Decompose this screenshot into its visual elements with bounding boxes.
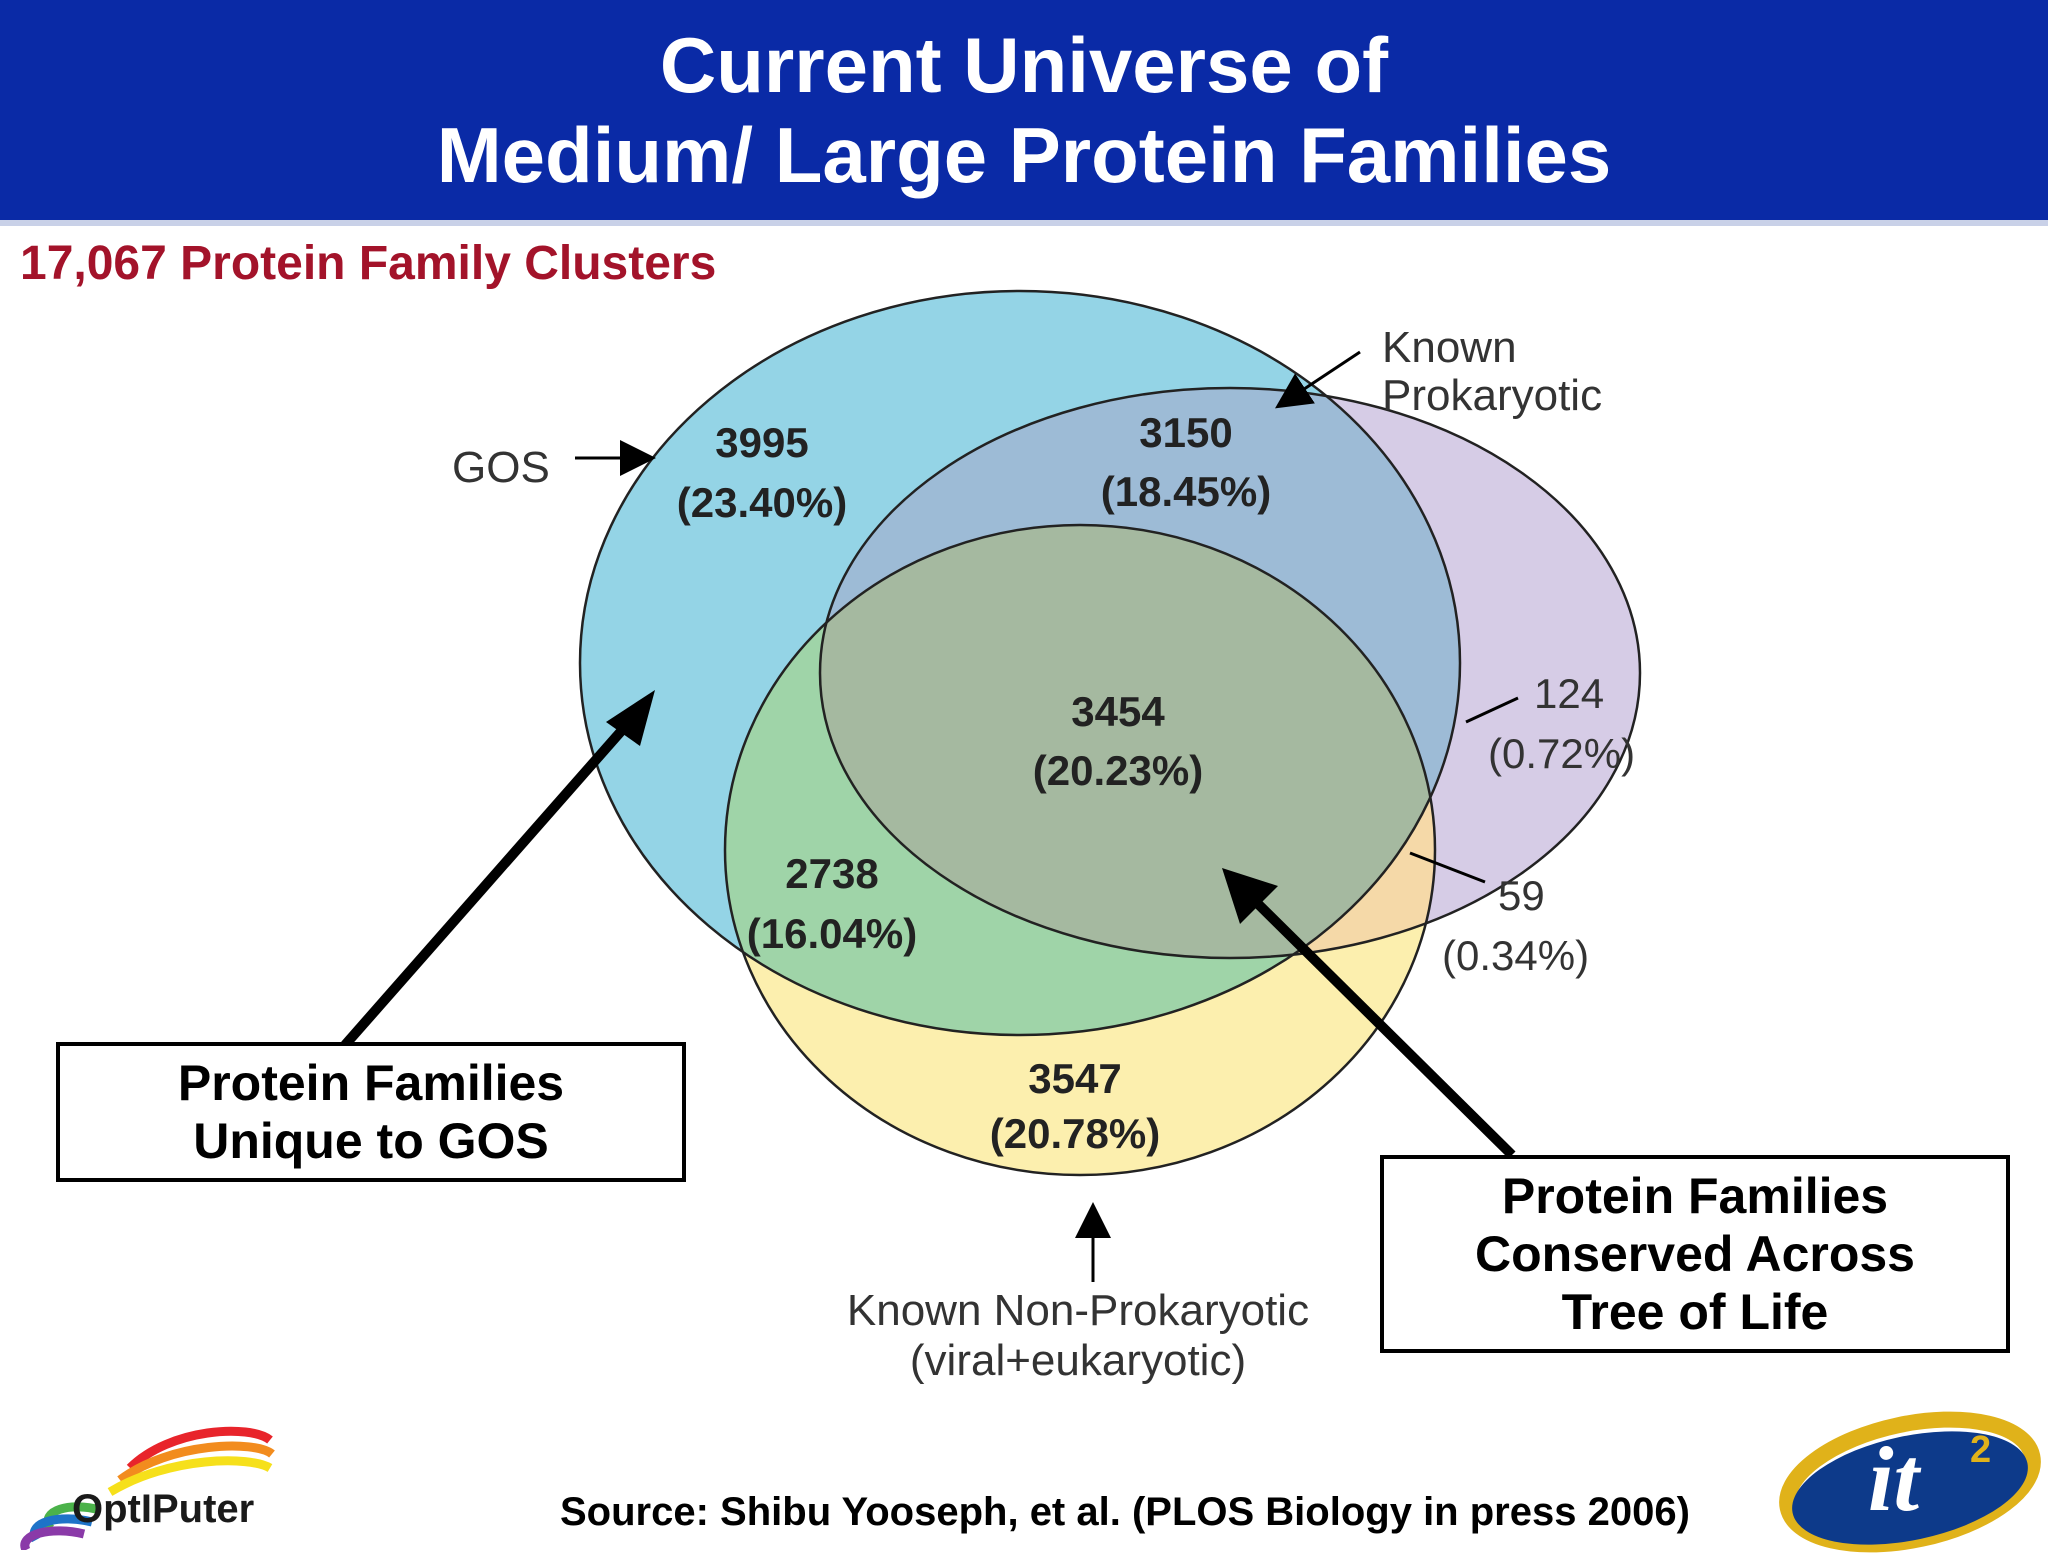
conserved-callout-line-2: Conserved Across: [1475, 1226, 1915, 1282]
region-all-three-pct: (20.23%): [1033, 747, 1203, 794]
source-citation: Source: Shibu Yooseph, et al. (PLOS Biol…: [560, 1490, 1690, 1534]
region-gos-nonprok-pct: (16.04%): [747, 910, 917, 957]
region-prok-only-count: 124: [1534, 670, 1604, 717]
prok-nonprok-leader: [1409, 851, 1486, 884]
region-nonprok-only-count: 3547: [1028, 1055, 1121, 1102]
unique-callout-line-2: Unique to GOS: [193, 1113, 549, 1169]
title-underline: [0, 220, 2048, 226]
unique-callout-arrowhead: [606, 690, 655, 746]
region-all-three-count: 3454: [1071, 688, 1165, 735]
known-prokaryotic-label-1: Known: [1382, 323, 1517, 372]
region-gos-only-count: 3995: [715, 419, 808, 466]
conserved-callout-line-1: Protein Families: [1501, 1168, 1889, 1224]
title-bar: Current Universe of Medium/ Large Protei…: [0, 0, 2048, 220]
known-prokaryotic-label-2: Prokaryotic: [1382, 371, 1602, 420]
all-three-overlap: [820, 525, 1435, 958]
known-non-prokaryotic-label-1: Known Non-Prokaryotic: [847, 1286, 1309, 1335]
it2-logo-text: it: [1868, 1428, 1922, 1530]
gos-label: GOS: [452, 443, 550, 492]
region-nonprok-only-pct: (20.78%): [990, 1110, 1160, 1157]
title-line-1: Current Universe of: [659, 21, 1389, 109]
optiputer-logo-text: OptIPuter: [72, 1487, 254, 1531]
gos-outline: [578, 289, 1462, 1037]
conserved-callout-line-3: Tree of Life: [1561, 1284, 1829, 1340]
region-prok-only-pct: (0.72%): [1488, 730, 1635, 777]
it2-logo: it 2: [1779, 1411, 2041, 1553]
optiputer-logo: OptIPuter: [20, 1426, 275, 1550]
region-gos-only-pct: (23.40%): [677, 479, 847, 526]
known-non-prokaryotic-label-2: (viral+eukaryotic): [910, 1336, 1246, 1385]
region-gos-prok-count: 3150: [1139, 409, 1232, 456]
prok-outline: [818, 386, 1642, 960]
known-prokaryotic-arrow: [1274, 350, 1361, 409]
unique-to-gos-callout: Protein Families Unique to GOS: [56, 1042, 686, 1182]
unique-callout-line-1: Protein Families: [177, 1055, 565, 1111]
title-line-2: Medium/ Large Protein Families: [436, 111, 1612, 199]
subtitle: 17,067 Protein Family Clusters: [20, 237, 717, 290]
region-prok-nonprok-pct: (0.34%): [1442, 932, 1589, 979]
region-prok-nonprok-count: 59: [1498, 872, 1545, 919]
conserved-callout: Protein Families Conserved Across Tree o…: [1380, 1155, 2010, 1353]
nonprok-outline: [723, 523, 1437, 1177]
conserved-callout-arrowhead: [1222, 868, 1278, 924]
conserved-callout-arrow-shaft: [1244, 890, 1516, 1159]
unique-callout-arrow-shaft: [341, 708, 642, 1049]
region-gos-prok-pct: (18.45%): [1101, 468, 1271, 515]
prok-only-leader: [1465, 696, 1519, 724]
region-gos-nonprok-count: 2738: [785, 850, 878, 897]
it2-logo-superscript: 2: [1970, 1429, 1991, 1471]
